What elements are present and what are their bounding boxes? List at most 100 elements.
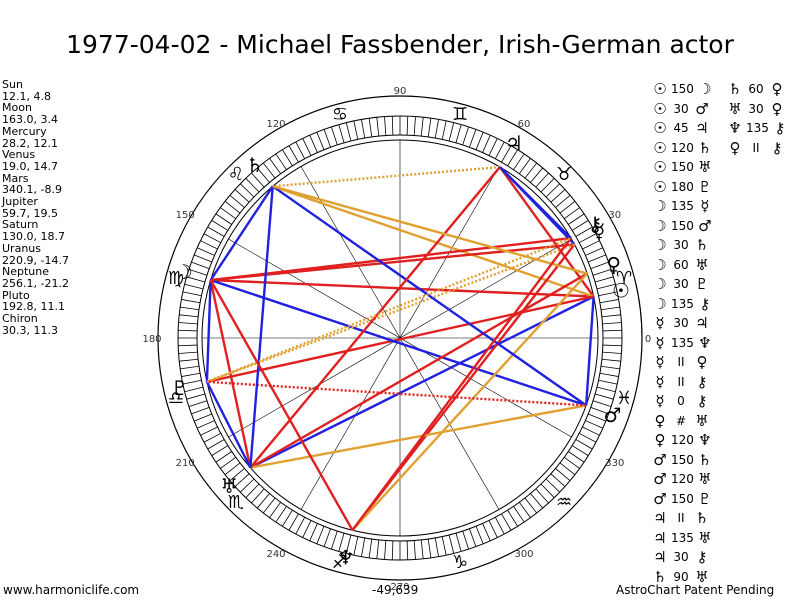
aspect-planet-a-icon: ☿ [655, 392, 665, 410]
degree-tick [194, 254, 212, 263]
aspect-planet-b-icon: ♅ [698, 158, 712, 176]
degree-tick [331, 126, 338, 146]
degree-label: 30 [608, 210, 621, 221]
aspect-line-jupiter-chiron [499, 166, 572, 239]
aspect-planet-b-icon: ♅ [695, 411, 709, 430]
aspect-line-mars-uranus [250, 404, 587, 469]
degree-tick [353, 536, 359, 556]
degree-tick [269, 158, 282, 175]
degree-label: 90 [394, 86, 407, 97]
aspect-planet-b-icon: ⚷ [696, 548, 708, 566]
pluto-icon: ♇ [171, 376, 189, 400]
aspect-angle: 150 [671, 82, 694, 96]
uranus-icon: ♅ [220, 474, 238, 498]
planet-name-saturn: Saturn [2, 218, 39, 232]
aspect-angle: 135 [671, 199, 694, 213]
degree-label: 300 [514, 549, 533, 560]
degree-tick [585, 247, 603, 256]
aspect-line-saturn-uranus [249, 186, 274, 468]
aspect-planet-a-icon: ☽ [653, 255, 667, 274]
degree-label: 120 [266, 119, 285, 130]
degree-tick [535, 172, 549, 188]
degree-tick [507, 509, 518, 527]
degree-tick [596, 386, 616, 393]
aspect-planet-b-icon: ♇ [698, 177, 712, 196]
degree-tick [220, 456, 237, 469]
aspect-planet-a-icon: ☉ [653, 138, 667, 157]
aspect-planet-a-icon: ☽ [653, 216, 667, 235]
aspect-row: ♀ II ⚷ [726, 139, 789, 159]
degree-tick [413, 116, 416, 136]
degree-tick [595, 393, 614, 400]
degree-tick [501, 145, 512, 163]
aspect-row: ☽ 60 ♅ [651, 256, 714, 276]
degree-tick [563, 456, 580, 469]
aspect-row: ☿ 30 ♃ [651, 314, 714, 334]
aspect-planet-b-icon: ♅ [698, 528, 712, 547]
degree-tick [178, 351, 198, 354]
degree-tick [598, 291, 618, 297]
aspect-planet-a-icon: ☽ [653, 294, 667, 313]
aspect-angle: 180 [671, 179, 694, 194]
planet-values-mercury: 28.2, 12.1 [2, 136, 58, 150]
aspect-angle: 120 [671, 433, 694, 447]
degree-tick [384, 116, 387, 136]
degree-tick [462, 530, 469, 550]
degree-tick [229, 468, 245, 482]
planet-name-uranus: Uranus [2, 241, 41, 255]
degree-label: 150 [176, 210, 195, 221]
aspect-planet-b-icon: ⚷ [699, 294, 711, 313]
sun-icon: ☉ [612, 279, 630, 303]
aspect-angle: 30 [748, 101, 764, 116]
aspect-planet-a-icon: ♀ [654, 411, 666, 430]
degree-tick [220, 207, 237, 220]
degree-tick [229, 194, 245, 208]
degree-tick [602, 329, 622, 332]
degree-tick [288, 145, 299, 163]
degree-tick [602, 322, 622, 325]
degree-tick [263, 162, 276, 179]
degree-tick [178, 344, 198, 347]
aspect-line-moon-pluto [205, 280, 212, 382]
degree-tick [240, 183, 255, 198]
degree-label: 210 [176, 458, 195, 469]
aspect-angle: 30 [673, 550, 689, 564]
planet-name-sun: Sun [2, 78, 23, 91]
degree-tick [601, 358, 621, 362]
degree-tick [530, 493, 544, 509]
aspect-planet-a-icon: ☉ [653, 119, 667, 137]
degree-tick [302, 138, 312, 156]
aspect-row: ♂ 120 ♅ [651, 470, 714, 490]
degree-tick [550, 189, 566, 203]
aspect-row: ♂ 150 ♄ [651, 451, 714, 471]
aspect-planet-a-icon: ☿ [655, 333, 665, 352]
degree-tick [518, 158, 531, 175]
degree-tick [588, 254, 606, 263]
degree-tick [469, 528, 477, 547]
degree-tick [524, 162, 537, 179]
aspect-line-mars-saturn [272, 185, 587, 407]
chiron-icon: ⚷ [588, 212, 603, 236]
aspect-planet-a-icon: ♀ [729, 138, 741, 157]
degree-tick [331, 530, 338, 550]
degree-tick [288, 513, 299, 531]
aspect-planet-b-icon: ♃ [695, 314, 709, 332]
aspect-angle: 150 [671, 491, 694, 506]
zodiac-sign-icon: ♌ [228, 164, 244, 185]
aspect-planet-a-icon: ☽ [653, 236, 667, 254]
aspect-row: ☉ 180 ♇ [651, 178, 714, 198]
planet-name-venus: Venus [2, 148, 36, 162]
zodiac-sign-icon: ♎ [168, 388, 184, 409]
degree-tick [391, 540, 394, 560]
aspect-planet-b-icon: ♂ [695, 99, 709, 118]
aspect-row: ☽ 150 ♂ [651, 217, 714, 237]
degree-tick [413, 540, 416, 560]
degree-tick [568, 451, 585, 463]
degree-tick [376, 117, 380, 137]
degree-tick [323, 129, 331, 148]
zodiac-sign-icon: ♈ [616, 268, 632, 289]
aspect-planet-a-icon: ☿ [655, 314, 665, 332]
aspect-planet-a-icon: ☿ [655, 372, 665, 391]
aspect-planet-b-icon: ♅ [695, 255, 709, 274]
degree-tick [186, 276, 205, 283]
